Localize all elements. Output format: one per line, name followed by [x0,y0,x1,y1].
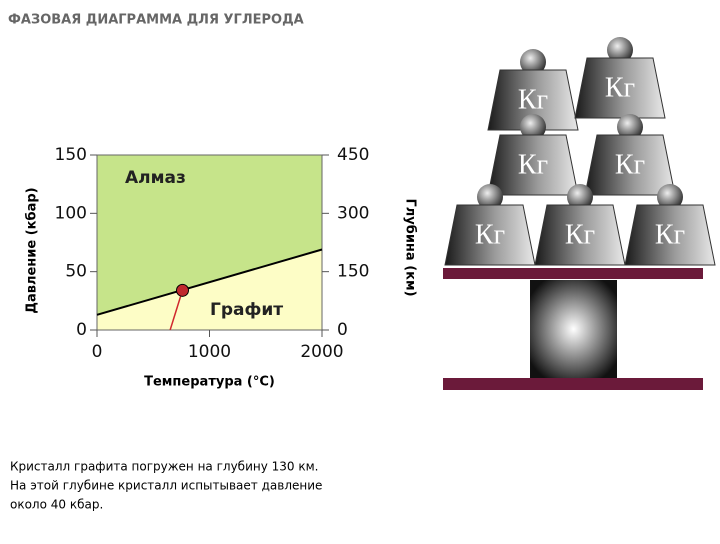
base [443,378,703,390]
weight-knob [520,114,546,140]
region-label: Графит [210,300,283,320]
weights-illustration: Кг Кг Кг Кг Кг Кг Кг [443,37,716,390]
y-tick-label: 100 [55,203,87,223]
weight-knob [617,114,643,140]
y-tick-label: 0 [76,320,87,340]
x-tick-label: 2000 [300,342,343,362]
y2-tick-label: 0 [337,320,348,340]
region [97,249,322,330]
caption-line: около 40 кбар. [10,498,103,512]
pointer-line [169,290,184,331]
weight [624,204,716,266]
region-label: Алмаз [125,168,186,188]
column [530,280,617,378]
region [97,155,322,315]
weight [574,57,666,119]
weight-knob [567,184,593,210]
weight-label: Кг [605,72,635,103]
weight [487,69,579,131]
weight-knob [657,184,683,210]
x-axis-label: Температура (°C) [144,375,275,390]
weight-label: Кг [615,149,645,180]
caption-line: Кристалл графита погружен на глубину 130… [10,460,318,474]
x-tick-label: 1000 [188,342,231,362]
y-tick-label: 150 [55,145,87,165]
weight-label: Кг [565,219,595,250]
y2-tick-label: 300 [337,203,369,223]
y2-tick-label: 150 [337,262,369,282]
weight-label: Кг [518,149,548,180]
point [176,283,189,297]
weight-knob [477,184,503,210]
weight-label: Кг [655,219,685,250]
platform [443,268,703,279]
y2-tick-label: 450 [337,145,369,165]
weight-label: Кг [518,84,548,115]
y-axis-label: Давление (кбар) [25,187,40,313]
weight-label: Кг [475,219,505,250]
x-tick-label: 0 [92,342,103,362]
y-tick-label: 50 [65,262,87,282]
weight-knob [607,37,633,63]
title: ФАЗОВАЯ ДИАГРАММА ДЛЯ УГЛЕРОДА [8,13,304,28]
boundary-line [96,248,323,316]
y2-axis-label: Глубина (км) [403,198,418,296]
caption-line: На этой глубине кристалл испытывает давл… [10,479,322,493]
weight-knob [520,49,546,75]
